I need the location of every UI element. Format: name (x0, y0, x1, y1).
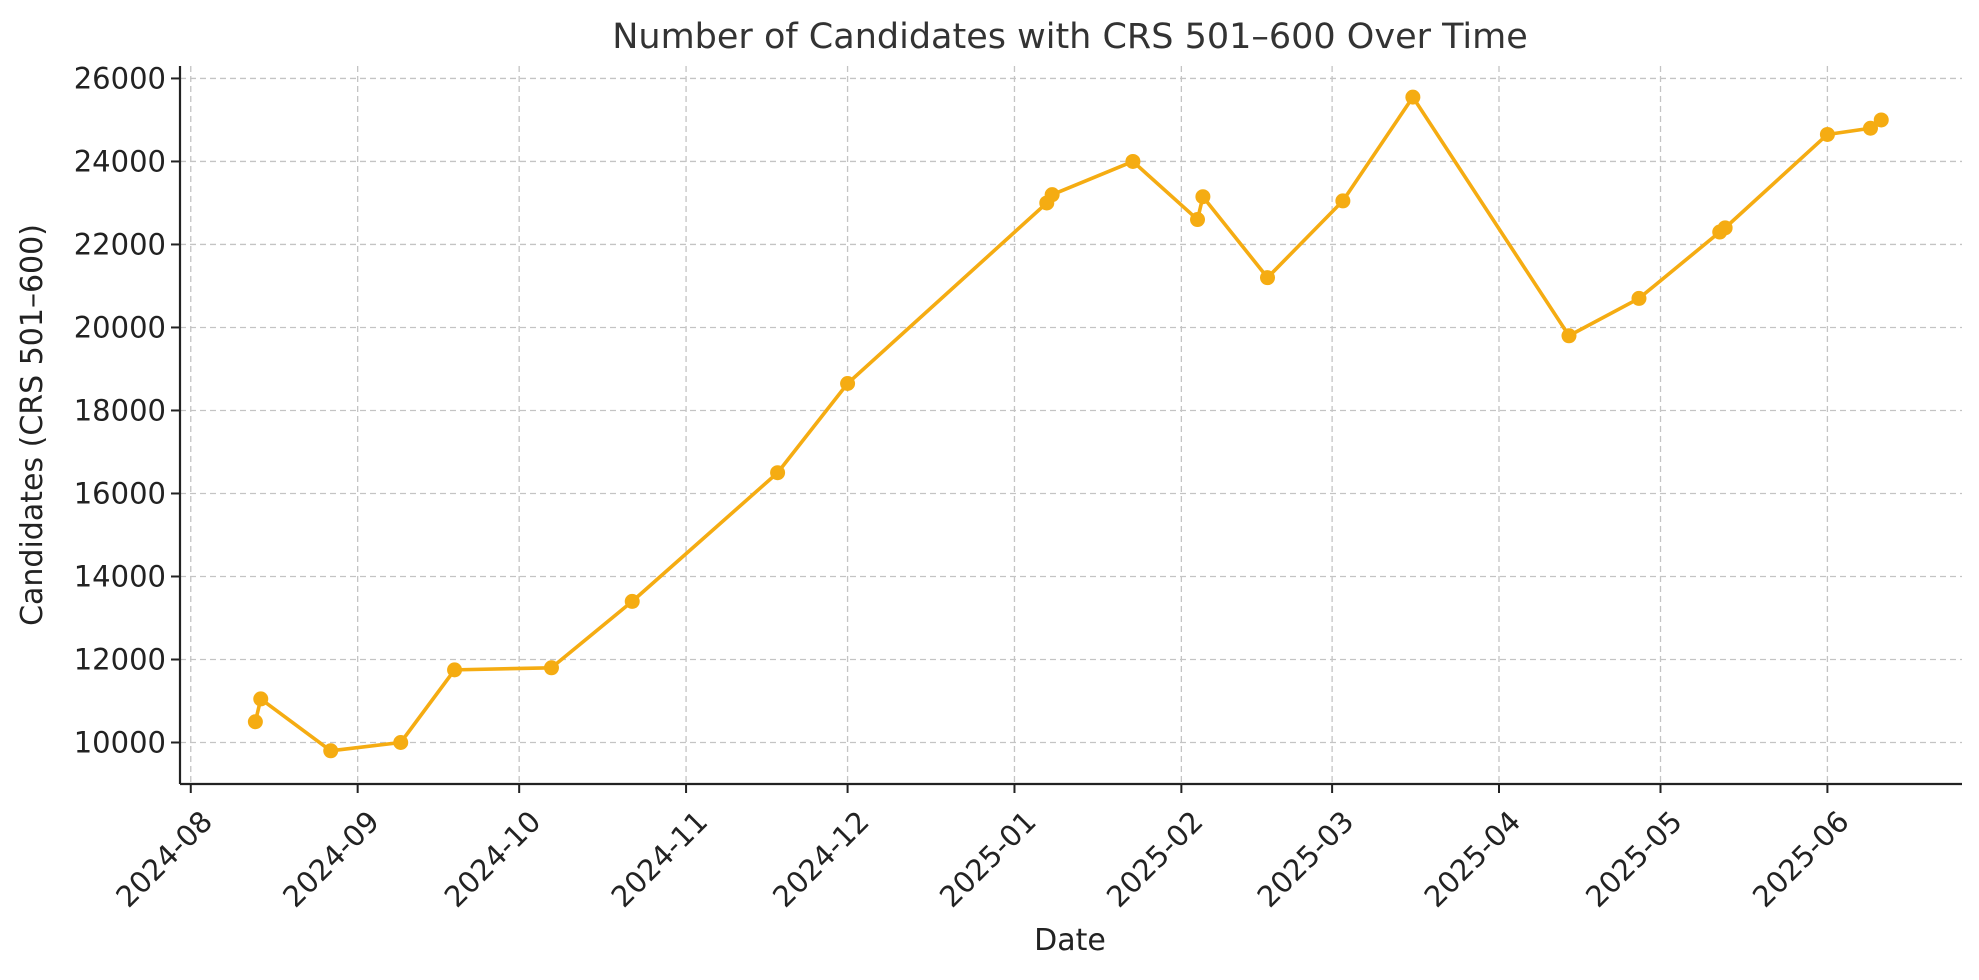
data-point (840, 375, 856, 391)
y-tick-label: 10000 (74, 725, 166, 759)
data-point (253, 691, 269, 707)
y-ticks: 10000 12000 14000 16000 18000 20000 22000 24000… (74, 61, 180, 759)
data-point (1260, 270, 1276, 286)
data-point (1125, 153, 1141, 169)
y-axis-label: Candidates (CRS 501–600) (15, 224, 50, 626)
data-point (1717, 220, 1733, 236)
x-tick-label: 2024-12 (766, 804, 876, 914)
x-tick-label: 2025-02 (1100, 804, 1210, 914)
data-point (1044, 187, 1060, 203)
data-point (393, 734, 409, 750)
x-tick-label: 2024-11 (605, 804, 715, 914)
y-tick-label: 22000 (74, 227, 166, 261)
x-ticks: 2024-08 2024-09 2024-10 2024-11 2024-12 2025-… (109, 784, 1856, 914)
x-axis-label: Date (1034, 923, 1106, 958)
data-point (1819, 126, 1835, 142)
data-point (247, 714, 263, 730)
x-tick-label: 2024-08 (109, 804, 219, 914)
data-point (1862, 120, 1878, 136)
y-tick-label: 26000 (74, 61, 166, 95)
data-point (770, 465, 786, 481)
data-point (447, 662, 463, 678)
data-point (543, 660, 559, 676)
x-tick-label: 2024-10 (438, 804, 548, 914)
x-tick-label: 2024-09 (276, 804, 386, 914)
data-point (624, 593, 640, 609)
grid (180, 66, 1962, 784)
data-point (1195, 189, 1211, 205)
x-tick-label: 2025-04 (1417, 804, 1527, 914)
data-point (1873, 112, 1889, 128)
chart-title: Number of Candidates with CRS 501–600 Ov… (612, 17, 1528, 57)
data-point (323, 743, 339, 759)
y-tick-label: 12000 (74, 642, 166, 676)
y-tick-label: 24000 (74, 144, 166, 178)
x-tick-label: 2025-03 (1251, 804, 1361, 914)
data-point (1335, 193, 1351, 209)
y-tick-label: 14000 (74, 559, 166, 593)
series (247, 89, 1889, 759)
y-tick-label: 20000 (74, 310, 166, 344)
data-point (1405, 89, 1421, 105)
x-tick-label: 2025-01 (933, 804, 1043, 914)
x-tick-label: 2025-06 (1746, 804, 1856, 914)
data-point (1561, 328, 1577, 344)
data-point (1631, 290, 1647, 306)
data-point (1190, 212, 1206, 228)
y-tick-label: 16000 (74, 476, 166, 510)
series-line (253, 95, 1884, 753)
x-tick-label: 2025-05 (1579, 804, 1689, 914)
axes (178, 66, 1962, 786)
y-tick-label: 18000 (74, 393, 166, 427)
